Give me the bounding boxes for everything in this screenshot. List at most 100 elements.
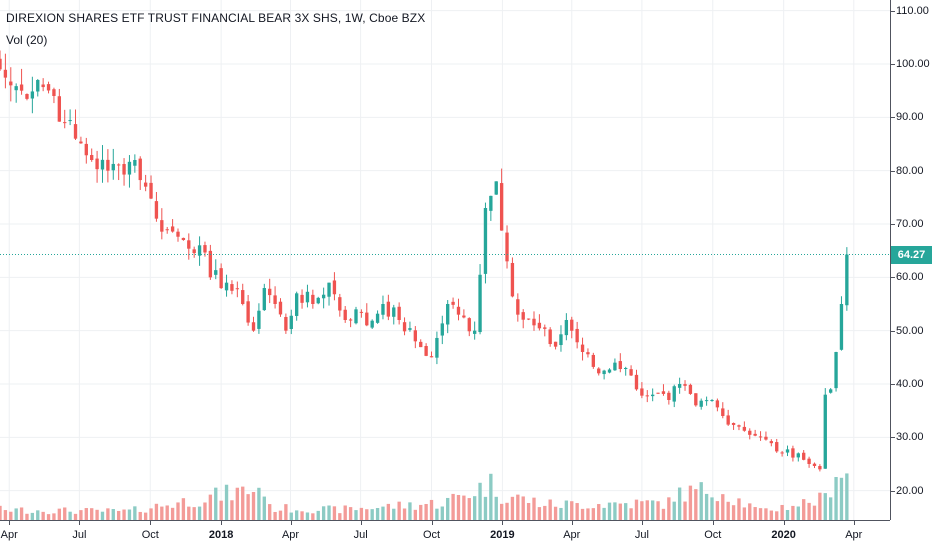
time-tick-label: Jul bbox=[634, 529, 649, 541]
volume-bar bbox=[710, 497, 714, 520]
volume-bar bbox=[791, 505, 795, 520]
time-axis[interactable]: Apr Jul Oct 2018 Apr Jul Oct 2019 Apr Jul Oct 2020 A… bbox=[0, 520, 890, 550]
volume-bar bbox=[818, 492, 822, 520]
price-tick-mark bbox=[891, 437, 895, 439]
candle-body bbox=[721, 408, 725, 416]
candle-body bbox=[456, 306, 461, 315]
volume-bar bbox=[726, 501, 730, 520]
candle-body bbox=[262, 288, 266, 311]
candle-body bbox=[505, 232, 509, 262]
candle-body bbox=[645, 395, 649, 397]
candle-body bbox=[575, 328, 579, 343]
volume-bar bbox=[586, 508, 590, 520]
candle-body bbox=[543, 327, 547, 329]
volume-bar bbox=[154, 503, 159, 520]
volume-bar bbox=[176, 502, 180, 520]
candle-body bbox=[133, 160, 137, 166]
volume-bar bbox=[348, 507, 353, 520]
candle-body bbox=[90, 155, 94, 160]
candle-body bbox=[537, 322, 542, 329]
time-tick-mark bbox=[9, 521, 11, 525]
price-axis[interactable]: 20.00 30.00 40.00 50.00 60.00 70.00 80.00 90.00… bbox=[890, 0, 932, 520]
candle-body bbox=[214, 270, 218, 275]
candle-body bbox=[677, 384, 682, 388]
candle-body bbox=[160, 220, 164, 232]
price-tick-label: 60.00 bbox=[896, 271, 924, 284]
volume-bar bbox=[775, 511, 779, 520]
candle-body bbox=[629, 369, 633, 376]
volume-bar bbox=[46, 514, 51, 520]
candle-body bbox=[758, 436, 763, 438]
volume-bar bbox=[257, 487, 261, 520]
volume-bar bbox=[559, 507, 563, 520]
volume-bar bbox=[510, 496, 515, 520]
candle-body bbox=[462, 315, 466, 318]
price-tick-mark bbox=[891, 64, 895, 65]
volume-bar bbox=[483, 496, 488, 520]
volume-bar bbox=[143, 512, 148, 520]
candle-body bbox=[127, 161, 132, 175]
volume-bar bbox=[402, 508, 407, 520]
price-tick-mark bbox=[891, 384, 895, 385]
volume-bar bbox=[440, 506, 444, 520]
candle-body bbox=[802, 452, 806, 460]
candle-body bbox=[683, 384, 687, 386]
volume-bar bbox=[650, 500, 655, 520]
candle-body bbox=[165, 229, 169, 231]
volume-bar bbox=[472, 496, 477, 520]
volume-indicator-label[interactable]: Vol (20) bbox=[6, 33, 48, 47]
volume-bar bbox=[548, 499, 552, 520]
volume-bar bbox=[321, 506, 326, 520]
time-tick-mark bbox=[502, 521, 504, 525]
candle-body bbox=[532, 318, 536, 326]
volume-bar bbox=[289, 512, 293, 520]
time-tick-mark bbox=[783, 521, 785, 525]
candle-body bbox=[246, 301, 250, 323]
candle-body bbox=[812, 463, 817, 466]
volume-bar bbox=[656, 501, 660, 520]
candle-body bbox=[602, 370, 606, 375]
candle-body bbox=[710, 400, 714, 401]
candle-body bbox=[197, 245, 202, 256]
candle-body bbox=[499, 183, 504, 231]
candle-body bbox=[19, 84, 24, 91]
candle-body bbox=[553, 341, 558, 347]
volume-bar bbox=[100, 511, 105, 520]
volume-bar bbox=[699, 482, 703, 520]
volume-bar bbox=[607, 502, 612, 520]
candle-body bbox=[753, 433, 757, 436]
candle-body bbox=[359, 311, 364, 313]
candle-body bbox=[451, 301, 455, 305]
price-tick-label: 110.00 bbox=[896, 4, 929, 17]
candle-body bbox=[192, 249, 196, 254]
candle-body bbox=[138, 158, 142, 181]
price-chart[interactable] bbox=[0, 0, 890, 520]
candle-body bbox=[650, 394, 655, 397]
candle-body bbox=[440, 323, 444, 336]
time-tick-label: Apr bbox=[0, 529, 18, 541]
volume-bar bbox=[602, 507, 606, 520]
chart-pane[interactable]: DIREXION SHARES ETF TRUST FINANCIAL BEAR… bbox=[0, 0, 890, 520]
candle-body bbox=[79, 141, 83, 144]
volume-bar bbox=[419, 504, 423, 520]
volume-bar bbox=[122, 509, 126, 520]
candle-body bbox=[467, 318, 471, 332]
candle-body bbox=[472, 330, 477, 334]
volume-bar bbox=[543, 505, 547, 520]
candle-body bbox=[95, 158, 99, 170]
candle-body bbox=[154, 201, 159, 219]
volume-bar bbox=[834, 476, 838, 520]
candle-body bbox=[640, 388, 644, 396]
volume-bar bbox=[748, 503, 752, 520]
volume-bar bbox=[591, 508, 596, 520]
time-tick-label: 2018 bbox=[208, 529, 234, 541]
candle-body bbox=[235, 288, 240, 290]
price-tick-label: 70.00 bbox=[896, 218, 924, 230]
volume-bar bbox=[580, 508, 585, 520]
volume-bar bbox=[397, 501, 401, 520]
time-tick-mark bbox=[431, 521, 433, 525]
volume-bar bbox=[392, 508, 396, 520]
time-tick-mark bbox=[221, 521, 223, 525]
candle-body bbox=[57, 96, 62, 122]
volume-bar bbox=[68, 511, 72, 520]
